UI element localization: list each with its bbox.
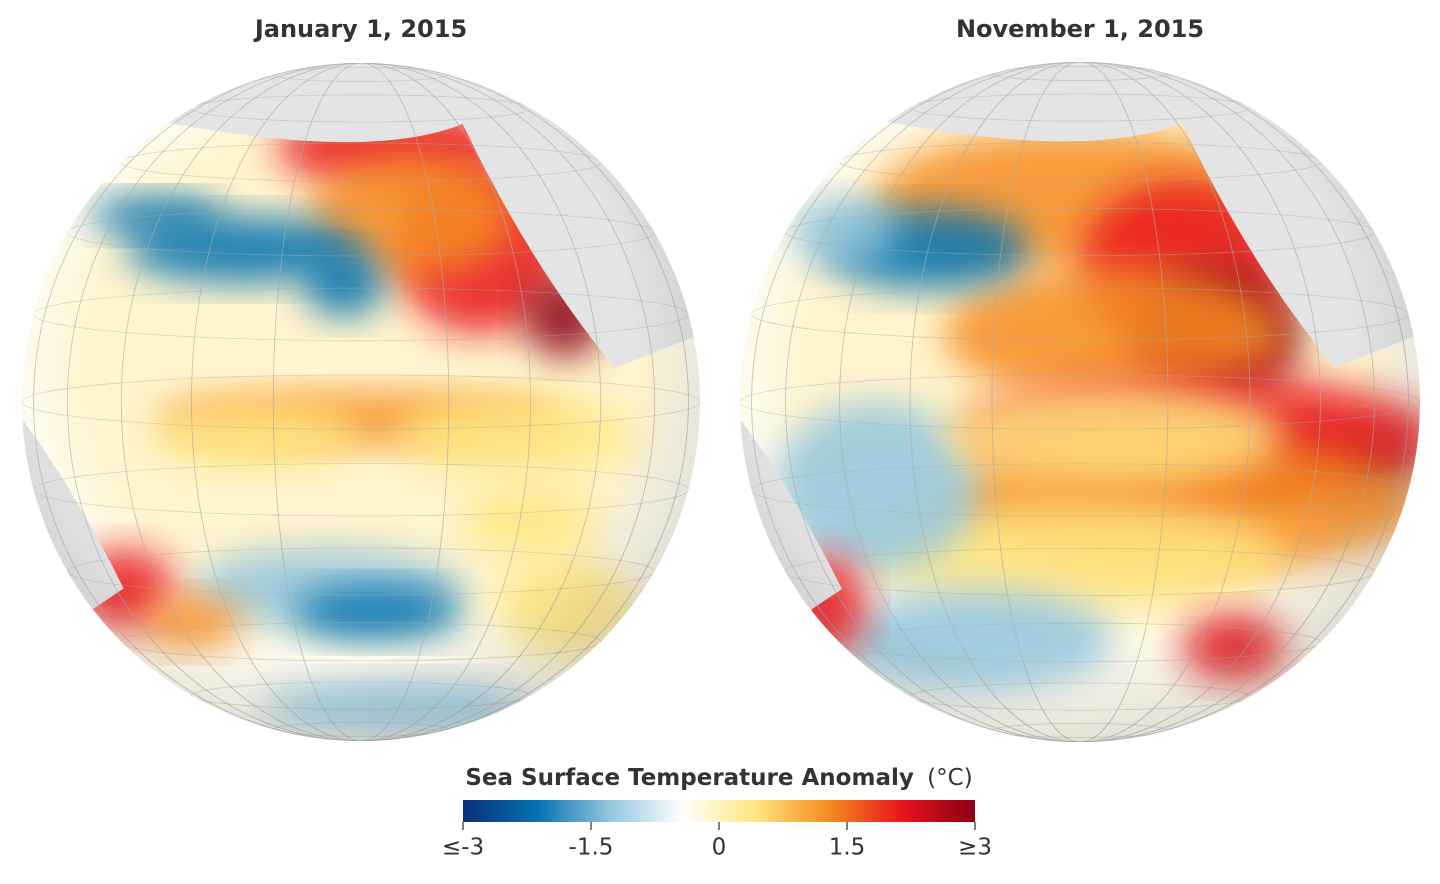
legend-unit: (°C) <box>927 765 973 791</box>
map-title: January 1, 2015 <box>253 15 467 43</box>
colorbar-ticks: ≤-3 -1.5 0 1.5 ≥3 <box>442 822 992 861</box>
globe-shade <box>740 62 1420 742</box>
globe-shade <box>22 63 700 741</box>
colorbar <box>463 800 975 822</box>
tick-label: 1.5 <box>829 835 866 861</box>
globe <box>22 63 700 741</box>
map-title: November 1, 2015 <box>956 15 1204 43</box>
legend-title: Sea Surface Temperature Anomaly (°C) <box>465 765 972 791</box>
tick-label: ≤-3 <box>442 835 484 861</box>
tick-label: 0 <box>712 835 727 861</box>
legend-title-text: Sea Surface Temperature Anomaly <box>465 765 914 791</box>
tick-label: -1.5 <box>569 835 614 861</box>
tick-label: ≥3 <box>958 835 992 861</box>
globe <box>740 62 1420 742</box>
